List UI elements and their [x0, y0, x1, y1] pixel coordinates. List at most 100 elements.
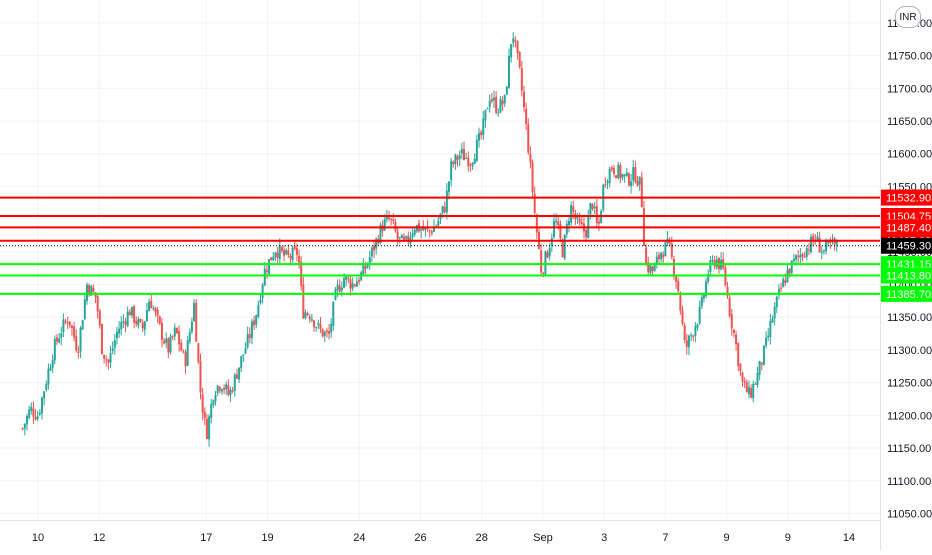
currency-badge[interactable]: INR: [895, 6, 921, 28]
candle-body: [311, 319, 313, 321]
candle-body: [604, 184, 606, 185]
candle-body: [255, 315, 257, 325]
candle-body: [808, 250, 810, 251]
candle-body: [771, 319, 773, 323]
resistance-level-badge-label: 11532.90: [886, 193, 931, 205]
candle-body: [799, 255, 801, 258]
candle-body: [191, 322, 193, 332]
candle-body: [326, 330, 328, 332]
candle-body: [690, 335, 692, 336]
price-tick-label: 11350.00: [887, 312, 932, 324]
last-price-badge-label: 11459.30: [886, 241, 931, 253]
candle-body: [797, 256, 799, 257]
time-tick-label: 26: [414, 532, 426, 544]
candle-body: [354, 285, 356, 286]
time-tick-label: 24: [353, 532, 365, 544]
candle-body: [163, 341, 165, 344]
candle-body: [65, 321, 67, 322]
support-level-badge-label: 11385.70: [886, 289, 931, 301]
candle-body: [369, 257, 371, 264]
candle-body: [641, 178, 643, 207]
candle-body: [328, 331, 330, 334]
candle-body: [110, 353, 112, 363]
candle-body: [592, 204, 594, 209]
candle-body: [562, 240, 564, 257]
candle-body: [259, 300, 261, 303]
candle-body: [22, 428, 24, 429]
candle-body: [137, 319, 139, 325]
candle-body: [77, 352, 79, 353]
candle-body: [373, 246, 375, 251]
candle-body: [589, 203, 591, 214]
candle-body: [73, 326, 75, 337]
candle-body: [559, 224, 561, 238]
candle-body: [47, 369, 49, 384]
candle-body: [105, 359, 107, 360]
candle-body: [472, 163, 474, 166]
candle-body: [197, 343, 199, 361]
price-tick-label: 11700.00: [887, 83, 932, 95]
candle-body: [688, 336, 690, 348]
time-tick-label: 28: [476, 532, 488, 544]
candle-body: [405, 236, 407, 238]
price-tick-label: 11300.00: [887, 345, 932, 357]
candle-body: [568, 221, 570, 225]
candle-body: [142, 323, 144, 328]
candle-body: [69, 321, 71, 325]
candle-body: [45, 384, 47, 390]
candle-body: [118, 329, 120, 334]
candle-body: [54, 339, 56, 360]
candle-body: [35, 417, 37, 419]
candle-body: [499, 99, 501, 113]
candle-body: [570, 205, 572, 223]
candle-body: [279, 245, 281, 258]
candle-body: [523, 92, 525, 107]
candle-body: [215, 395, 217, 402]
candle-body: [392, 219, 394, 221]
candle-body: [347, 278, 349, 279]
candle-body: [585, 230, 587, 237]
time-tick-label: Sep: [533, 532, 553, 544]
candle-body: [510, 44, 512, 57]
candle-body: [654, 264, 656, 271]
candle-body: [50, 367, 52, 370]
candle-body: [285, 250, 287, 254]
horizontal-levels[interactable]: [0, 198, 880, 294]
candle-body: [283, 250, 285, 256]
candle-body: [157, 310, 159, 316]
candle-body: [731, 314, 733, 328]
candle-body: [465, 158, 467, 159]
candle-body: [756, 373, 758, 385]
candle-body: [37, 416, 39, 419]
candle-body: [461, 149, 463, 153]
candle-body: [437, 221, 439, 226]
candle-body: [478, 133, 480, 140]
candle-body: [193, 303, 195, 322]
candle-body: [759, 361, 761, 375]
candle-body: [617, 165, 619, 178]
candle-body: [493, 98, 495, 101]
candle-body: [566, 224, 568, 234]
time-tick-label: 9: [785, 532, 791, 544]
candle-body: [116, 332, 118, 338]
candle-body: [699, 307, 701, 324]
candle-body: [300, 262, 302, 286]
candle-body: [217, 386, 219, 393]
grid: [0, 0, 880, 520]
time-tick-label: 3: [601, 532, 607, 544]
candle-body: [679, 292, 681, 310]
candle-body: [144, 321, 146, 330]
candle-body: [242, 354, 244, 355]
candles: [22, 32, 838, 447]
candle-body: [793, 259, 795, 262]
candle-body: [388, 217, 390, 218]
candle-body: [677, 281, 679, 291]
candle-body: [352, 283, 354, 288]
candle-body: [412, 234, 414, 238]
candle-body: [30, 407, 32, 411]
candle-body: [692, 336, 694, 337]
candle-body: [317, 323, 319, 325]
